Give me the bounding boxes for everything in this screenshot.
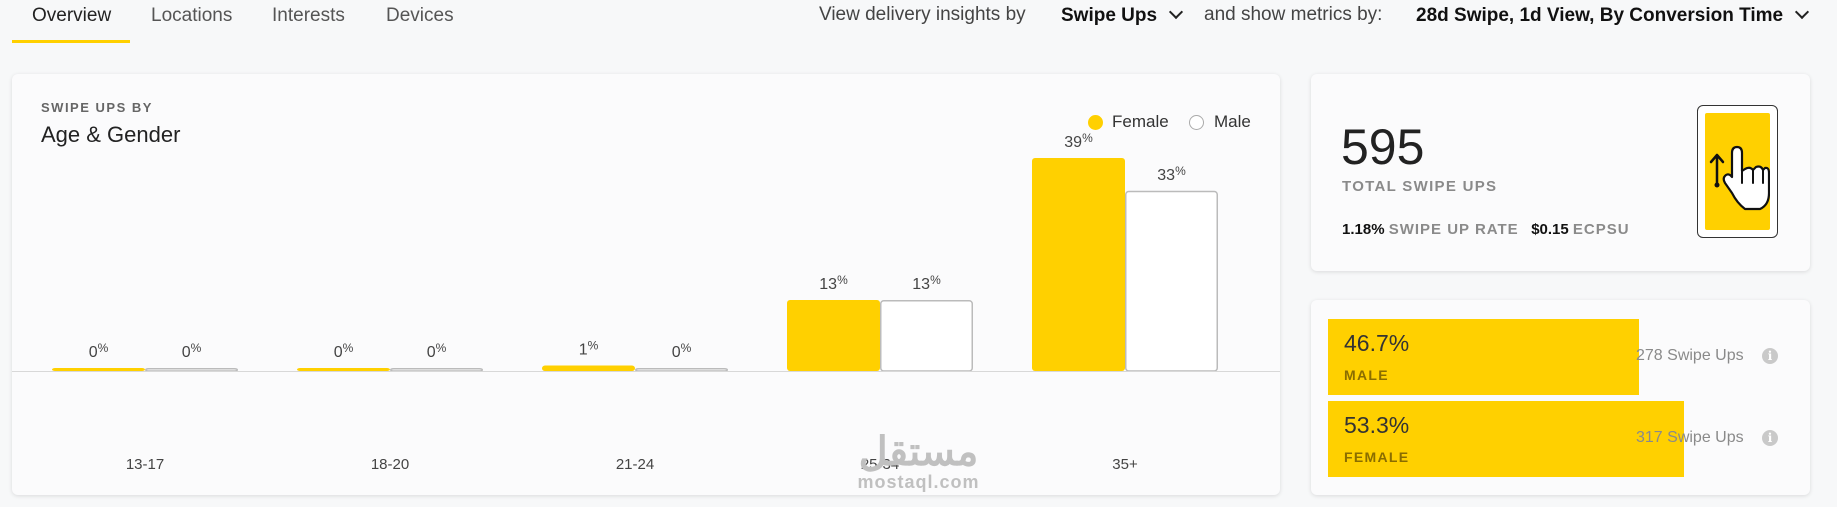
data-label-male-35+: 33% bbox=[1157, 164, 1186, 184]
x-tick-label: 25-34 bbox=[861, 456, 899, 473]
legend-female-swatch bbox=[1088, 115, 1103, 130]
x-tick-label: 35+ bbox=[1112, 456, 1138, 473]
bar-male-18-20 bbox=[390, 368, 483, 372]
x-tick-label: 18-20 bbox=[371, 456, 409, 473]
legend-male-swatch bbox=[1189, 115, 1204, 130]
info-icon[interactable]: i bbox=[1762, 348, 1778, 364]
bar-male-13-17 bbox=[145, 368, 238, 372]
view-by-label: View delivery insights by bbox=[819, 4, 1026, 25]
male-label: MALE bbox=[1344, 367, 1389, 383]
ecpsu-value: $0.15 bbox=[1531, 221, 1569, 238]
data-label-female-25-34: 13% bbox=[819, 273, 848, 293]
swipe-summary-card: 595 TOTAL SWIPE UPS 1.18% SWIPE UP RATE … bbox=[1311, 74, 1810, 271]
metrics-by-value: 28d Swipe, 1d View, By Conversion Time bbox=[1416, 5, 1784, 26]
chart-title: Age & Gender bbox=[41, 122, 181, 147]
x-tick-label: 21-24 bbox=[616, 456, 654, 473]
rate-line: 1.18% SWIPE UP RATE $0.15 ECPSU bbox=[1342, 221, 1630, 238]
swipe-up-rate-label: SWIPE UP RATE bbox=[1388, 221, 1519, 238]
chart-kicker: SWIPE UPS BY bbox=[41, 100, 153, 115]
chevron-down-icon bbox=[1169, 4, 1184, 20]
female-split-bar bbox=[1328, 401, 1684, 477]
tab-devices[interactable]: Devices bbox=[386, 5, 454, 26]
metrics-by-label: and show metrics by: bbox=[1204, 4, 1383, 25]
metrics-by-dropdown[interactable]: 28d Swipe, 1d View, By Conversion Time bbox=[1416, 4, 1810, 27]
male-percent: 46.7% bbox=[1344, 330, 1410, 356]
view-by-value: Swipe Ups bbox=[1061, 5, 1158, 26]
gender-split-card: 46.7% MALE 278 Swipe Ups i 53.3% FEMALE … bbox=[1311, 300, 1810, 495]
age-gender-bar-chart: 0% 0% 13-17 0% 0% 18-20 1% 0% 21-24 13% 13% 25-34 39… bbox=[12, 131, 1280, 473]
bar-male-21-24 bbox=[635, 368, 728, 372]
watermark: مستقل mostaql.com bbox=[851, 432, 986, 493]
male-split-bar bbox=[1328, 319, 1639, 395]
bar-female-13-17 bbox=[52, 368, 145, 371]
data-label-male-21-24: 0% bbox=[672, 341, 692, 361]
phone-screen bbox=[1705, 113, 1771, 230]
female-swipe-count: 317 Swipe Ups bbox=[1636, 429, 1744, 446]
x-tick-label: 13-17 bbox=[126, 456, 164, 473]
male-swipe-count: 278 Swipe Ups bbox=[1636, 347, 1744, 364]
watermark-arabic: مستقل bbox=[858, 430, 979, 474]
bar-female-21-24 bbox=[542, 365, 635, 371]
data-label-male-25-34: 13% bbox=[912, 273, 941, 293]
info-icon[interactable]: i bbox=[1762, 430, 1778, 446]
hand-swipe-icon bbox=[1709, 145, 1771, 211]
total-swipe-ups-value: 595 bbox=[1341, 119, 1425, 175]
data-label-female-35+: 39% bbox=[1064, 131, 1093, 151]
active-tab-indicator bbox=[12, 40, 130, 43]
tab-locations[interactable]: Locations bbox=[151, 5, 233, 26]
tab-interests[interactable]: Interests bbox=[272, 5, 345, 26]
tab-overview[interactable]: Overview bbox=[32, 5, 112, 26]
ecpsu-label: ECPSU bbox=[1572, 221, 1630, 238]
view-by-dropdown[interactable]: Swipe Ups bbox=[1061, 4, 1184, 27]
data-label-female-18-20: 0% bbox=[334, 341, 354, 361]
total-swipe-ups-label: TOTAL SWIPE UPS bbox=[1342, 178, 1498, 195]
legend-female-label: Female bbox=[1112, 112, 1169, 131]
legend-male-label: Male bbox=[1214, 112, 1251, 131]
data-label-male-13-17: 0% bbox=[182, 341, 202, 361]
age-gender-chart-card: SWIPE UPS BY Age & Gender Female Male 0%… bbox=[12, 74, 1280, 495]
data-label-female-13-17: 0% bbox=[89, 341, 109, 361]
female-label: FEMALE bbox=[1344, 449, 1410, 465]
bar-male-35+ bbox=[1125, 190, 1218, 372]
bar-female-18-20 bbox=[297, 368, 390, 371]
watermark-latin: mostaql.com bbox=[857, 472, 980, 492]
bar-female-35+ bbox=[1032, 158, 1125, 371]
data-label-female-21-24: 1% bbox=[579, 339, 599, 359]
chevron-down-icon bbox=[1795, 4, 1810, 20]
female-percent: 53.3% bbox=[1344, 412, 1410, 438]
phone-swipe-up-icon bbox=[1697, 105, 1778, 238]
bar-male-25-34 bbox=[880, 300, 973, 372]
data-label-male-18-20: 0% bbox=[427, 341, 447, 361]
bar-female-25-34 bbox=[787, 300, 880, 371]
swipe-up-rate-value: 1.18% bbox=[1342, 221, 1385, 238]
